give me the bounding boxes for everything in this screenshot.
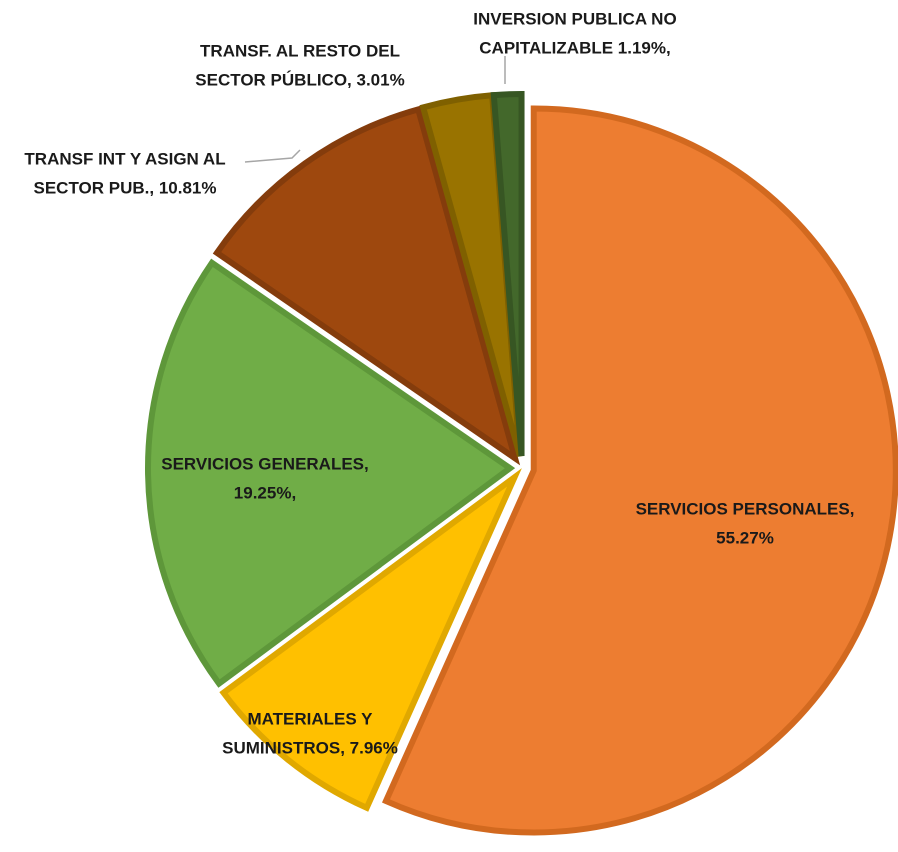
data-label: TRANSF. AL RESTO DEL (200, 41, 400, 60)
pie-slice (490, 91, 525, 457)
data-label: MATERIALES Y (248, 709, 374, 728)
data-label: 19.25%, (234, 483, 296, 502)
data-label: INVERSION PUBLICA NO (473, 9, 676, 28)
data-label: SECTOR PUB., 10.81% (34, 178, 217, 197)
pie-slice (381, 105, 898, 836)
data-label: TRANSF INT Y ASIGN AL (24, 149, 225, 168)
data-label: CAPITALIZABLE 1.19%, (479, 38, 670, 57)
pie-slice (212, 105, 521, 466)
pie-slice (145, 258, 516, 688)
data-label: SERVICIOS GENERALES, (161, 454, 369, 473)
leader-line (244, 149, 301, 163)
data-label: SERVICIOS PERSONALES, (636, 499, 855, 518)
data-label: SUMINISTROS, 7.96% (222, 738, 398, 757)
data-label: SECTOR PÚBLICO, 3.01% (195, 70, 404, 89)
data-label: 55.27% (716, 528, 774, 547)
pie-slice (219, 468, 522, 812)
